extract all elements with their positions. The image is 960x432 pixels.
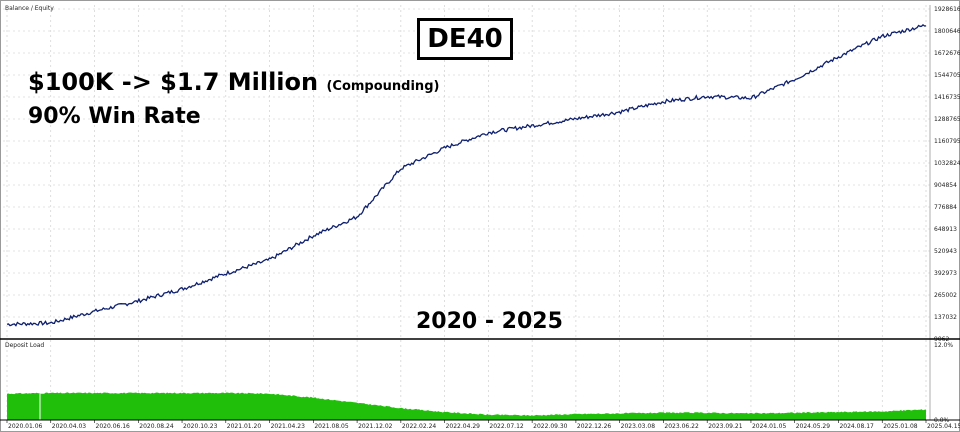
x-tick-label: 2021.01.20: [227, 423, 262, 430]
period-label: 2020 - 2025: [416, 309, 563, 334]
x-tick-label: 2025.04.15: [927, 423, 960, 430]
y-tick-label: 648913: [934, 226, 957, 233]
y-tick-label: 1672676: [934, 50, 960, 57]
x-tick-label: 2020.01.06: [8, 423, 43, 430]
x-tick-label: 2022.04.29: [446, 423, 481, 430]
y-tick-label: 776884: [934, 204, 957, 211]
x-tick-label: 2022.12.26: [577, 423, 612, 430]
x-tick-label: 2024.08.17: [839, 423, 874, 430]
load-tick-label: 12.0%: [934, 342, 953, 349]
x-tick-label: 2022.09.30: [533, 423, 568, 430]
x-tick-label: 2024.05.29: [796, 423, 831, 430]
y-tick-label: 1160795: [934, 138, 960, 145]
x-tick-label: 2022.07.12: [489, 423, 524, 430]
x-tick-label: 2021.04.23: [271, 423, 306, 430]
y-tick-label: 392973: [934, 270, 957, 277]
x-tick-label: 2020.10.23: [183, 423, 218, 430]
x-tick-label: 2021.08.05: [314, 423, 349, 430]
y-tick-label: 1288765: [934, 116, 960, 123]
headline: $100K -> $1.7 Million (Compounding): [28, 68, 439, 96]
deposit-load-title: Deposit Load: [5, 342, 44, 349]
x-tick-label: 2021.12.02: [358, 423, 393, 430]
headline-main: $100K -> $1.7 Million: [28, 68, 319, 96]
y-tick-label: 1032824: [934, 160, 960, 167]
y-tick-label: 137032: [934, 314, 957, 321]
y-tick-label: 904854: [934, 182, 957, 189]
x-tick-label: 2024.01.05: [752, 423, 787, 430]
x-tick-label: 2020.04.03: [52, 423, 87, 430]
x-tick-label: 2020.08.24: [139, 423, 174, 430]
x-tick-label: 2023.09.21: [708, 423, 743, 430]
y-tick-label: 1928616: [934, 6, 960, 13]
y-tick-label: 265002: [934, 292, 957, 299]
x-tick-label: 2023.06.22: [664, 423, 699, 430]
x-tick-label: 2022.02.24: [402, 423, 437, 430]
deposit-load-area: [7, 392, 926, 420]
balance-series-line: [6, 24, 927, 327]
symbol-badge: DE40: [417, 18, 513, 60]
headline-note: (Compounding): [326, 79, 440, 94]
y-tick-label: 520943: [934, 248, 957, 255]
y-tick-label: 1800646: [934, 28, 960, 35]
y-tick-label: 1416735: [934, 94, 960, 101]
win-rate-label: 90% Win Rate: [28, 104, 201, 129]
x-tick-label: 2025.01.08: [883, 423, 918, 430]
x-tick-label: 2020.06.16: [96, 423, 131, 430]
x-tick-label: 2023.03.08: [621, 423, 656, 430]
panel-label: Balance / Equity: [5, 5, 54, 12]
y-tick-label: 1544705: [934, 72, 960, 79]
